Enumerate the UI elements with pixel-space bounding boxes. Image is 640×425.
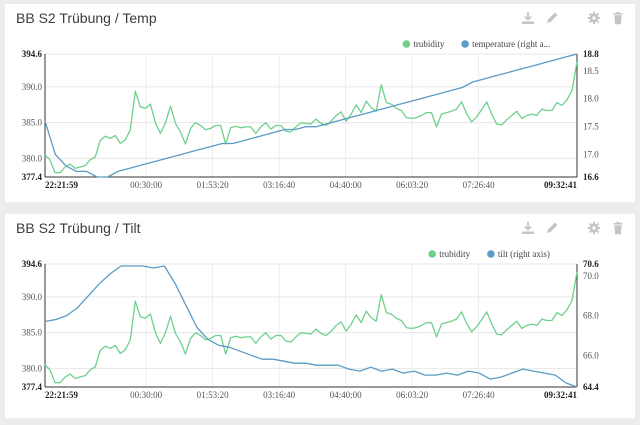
legend-marker [428,250,437,258]
legend-marker [487,250,495,258]
legend-marker [402,40,411,48]
x-tick-label: 00:30:00 [130,390,163,400]
panel-title: BB S2 Trübung / Tilt [16,220,141,236]
y-right-tick-label: 68.0 [583,311,599,321]
y-right-tick-label: 64.4 [583,382,599,392]
x-tick-label: 07:26:40 [463,180,496,190]
x-tick-label: 22:21:59 [45,390,78,400]
legend-label: trubidity [439,249,470,259]
y-right-tick-label: 16.6 [583,172,599,182]
series-line-right [44,53,578,178]
y-left-tick-label: 385.0 [22,118,43,128]
x-tick-label: 22:21:59 [45,180,78,190]
y-left-tick-label: 377.4 [22,382,43,392]
panel-toolbar [521,11,625,25]
panel-title: BB S2 Trübung / Temp [16,10,157,26]
chart-legend: temperature (right a... trubidity [402,39,550,49]
x-tick-label: 03:16:40 [263,390,296,400]
settings-icon[interactable] [587,221,601,235]
y-left-tick-label: 380.0 [22,153,43,163]
chart-tilt: 377.4 380.0 385.0 390.0 394.6 22:21:59 00:30:0… [22,249,600,400]
edit-icon[interactable] [545,11,559,25]
y-right-tick-label: 66.0 [583,350,599,360]
series-line-right [44,265,578,388]
x-tick-label: 00:30:00 [130,180,163,190]
legend-marker [461,40,469,48]
y-left-tick-label: 380.0 [22,363,43,373]
y-right-tick-label: 70.6 [583,259,599,269]
y-right-tick-label: 17.0 [583,150,599,160]
edit-icon[interactable] [545,221,559,235]
y-right-tick-label: 70.0 [583,271,599,281]
x-tick-label: 09:32:41 [544,390,577,400]
legend-label: temperature (right a... [472,39,550,49]
settings-icon[interactable] [587,11,601,25]
x-tick-label: 03:16:40 [263,180,296,190]
x-tick-label: 09:32:41 [544,180,577,190]
y-left-tick-label: 390.0 [22,292,43,302]
y-right-tick-label: 18.0 [583,94,599,104]
chart-panel-tilt: BB S2 Trübung / Tilt 377.4 380.0 385.0 390.… [5,214,635,418]
chart-temp: 377.4 380.0 385.0 390.0 394.6 22:21:59 00:30:0… [22,39,600,190]
y-left-tick-label: 385.0 [22,328,43,338]
y-left-tick-label: 394.6 [22,49,43,59]
y-left-tick-label: 377.4 [22,172,43,182]
series-line-left [44,61,578,174]
x-tick-label: 01:53:20 [197,180,230,190]
x-tick-label: 04:40:00 [330,390,363,400]
y-left-tick-label: 390.0 [22,82,43,92]
y-right-tick-label: 18.8 [583,49,599,59]
legend-label: tilt (right axis) [498,249,550,259]
delete-icon[interactable] [611,11,625,25]
y-right-tick-label: 18.5 [583,66,599,76]
x-tick-label: 07:26:40 [463,390,496,400]
delete-icon[interactable] [611,221,625,235]
x-tick-label: 01:53:20 [197,390,230,400]
x-tick-label: 06:03:20 [396,390,429,400]
panel-toolbar [521,221,625,235]
x-tick-label: 06:03:20 [396,180,429,190]
series-line-left [44,271,578,384]
y-left-tick-label: 394.6 [22,259,43,269]
y-right-tick-label: 17.5 [583,122,599,132]
x-tick-label: 04:40:00 [330,180,363,190]
download-icon[interactable] [521,221,535,235]
download-icon[interactable] [521,11,535,25]
chart-panel-temp: BB S2 Trübung / Temp 377.4 380.0 385.0 390.… [5,4,635,202]
chart-legend: tilt (right axis) trubidity [428,249,550,259]
legend-label: trubidity [413,39,444,49]
